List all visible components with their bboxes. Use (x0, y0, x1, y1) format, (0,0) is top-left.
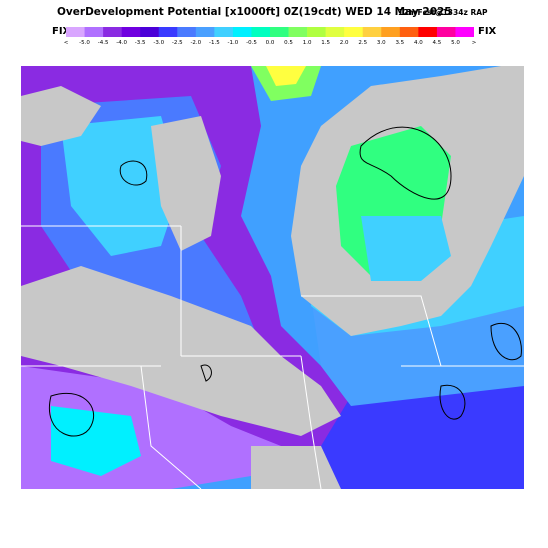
color-scale-tick-label: -3.5 (134, 40, 146, 46)
field-cyan-southwest (51, 406, 141, 476)
color-scale-swatch (251, 27, 271, 37)
color-scale-swatch (418, 27, 438, 37)
color-scale-tick-label: 1.0 (302, 40, 312, 46)
color-scale-tick-label: -2.0 (190, 40, 202, 46)
color-scale-bar (66, 27, 474, 37)
color-scale-swatch (121, 27, 141, 37)
land-mask-southeast-arm (251, 446, 341, 489)
color-scale-tick-label: -3.0 (153, 40, 165, 46)
color-scale-swatch (177, 27, 197, 37)
map-title: OverDevelopment Potential [x1000ft] 0Z(1… (57, 6, 452, 18)
color-scale-tick-label: -1.0 (227, 40, 239, 46)
color-scale-swatch (344, 27, 364, 37)
color-scale-swatch (325, 27, 345, 37)
color-scale-tick-label: > (471, 40, 477, 46)
color-scale-tick-label: -5.0 (79, 40, 90, 46)
color-scale-swatch (66, 27, 85, 37)
field-yellow-north (266, 66, 306, 86)
forecast-map (21, 66, 524, 489)
color-scale-tick-label: 4.5 (432, 40, 442, 46)
color-scale-tick-label: -4.0 (116, 40, 127, 46)
color-scale-swatch (140, 27, 160, 37)
legend-fix-left: FIX (52, 26, 71, 37)
color-scale-swatch (103, 27, 122, 37)
state-border-lines (21, 225, 524, 489)
color-scale-tick-label: 3.0 (376, 40, 386, 46)
color-scale-swatch (307, 27, 326, 37)
color-scale-tick-label: 1.5 (321, 40, 330, 46)
color-scale-swatch (455, 27, 474, 37)
color-scale-tick-label: -2.5 (171, 40, 183, 46)
color-scale-tick-label: 5.0 (451, 40, 460, 46)
lake-michigan-inner-field (361, 216, 451, 281)
forecast-info: 12hrFcst@1334z RAP (398, 8, 488, 17)
land-mask-central (151, 116, 221, 251)
color-scale-swatch (288, 27, 308, 37)
color-scale-tick-label: -0.5 (246, 40, 257, 46)
legend-fix-right: FIX (478, 26, 497, 37)
color-scale-tick-label: 3.5 (395, 40, 405, 46)
color-scale-tick-labels: < -5.0 -4.5 -4.0 -3.5 -3.0 -2.5 -2.0 -1.5 -1.0 -0.… (63, 40, 477, 49)
color-scale-swatch (84, 27, 104, 37)
color-scale-swatch (436, 27, 456, 37)
contour-lines (48, 126, 522, 437)
color-scale-swatch (381, 27, 401, 37)
map-title-bar: OverDevelopment Potential [x1000ft] 0Z(1… (0, 6, 548, 22)
color-scale-tick-label: 2.5 (358, 40, 368, 46)
color-scale-tick-label: < (63, 40, 69, 46)
field-cyan-west (61, 116, 181, 256)
color-scale-tick-label: 2.0 (339, 40, 349, 46)
color-scale-swatch (362, 27, 382, 37)
color-scale-tick-label: 4.0 (413, 40, 423, 46)
land-mask-north (21, 86, 101, 146)
color-scale-tick-label: 0.5 (284, 40, 293, 46)
color-scale-swatch (158, 27, 178, 37)
color-scale-swatch (195, 27, 215, 37)
color-scale-tick-label: -1.5 (208, 40, 220, 46)
color-scale-swatch (214, 27, 234, 37)
color-scale-swatch (232, 27, 252, 37)
color-scale-swatch (270, 27, 289, 37)
color-scale-swatch (399, 27, 419, 37)
color-scale-tick-label: 0.0 (265, 40, 275, 46)
color-scale-tick-label: -4.5 (97, 40, 109, 46)
